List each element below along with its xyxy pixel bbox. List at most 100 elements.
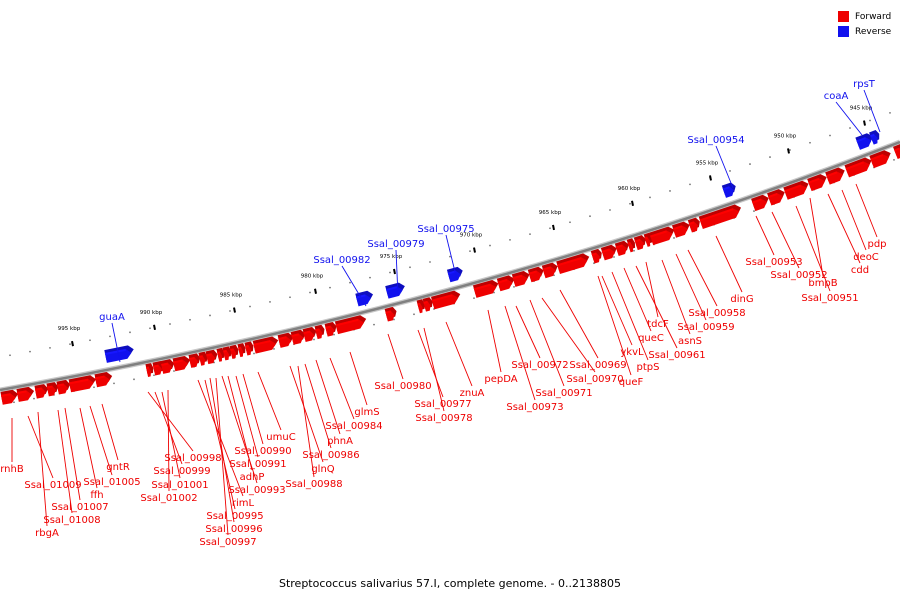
gene-label-ptps-leader	[611, 271, 649, 361]
scale-dot	[389, 271, 391, 274]
gene-block-face	[153, 364, 162, 376]
gene-block-highlight	[161, 362, 169, 366]
reverse-gene-block	[869, 129, 880, 145]
forward-gene-block	[56, 379, 71, 395]
gene-label-rpst: rpsT	[853, 79, 876, 90]
gene-block-highlight	[644, 236, 648, 240]
gene-label-rbga-leader	[37, 411, 48, 527]
gene-block-face	[223, 349, 230, 361]
forward-gene-block	[302, 327, 317, 342]
gene-block-highlight	[473, 283, 491, 291]
gene-label-rpst-leader	[863, 89, 881, 133]
scale-dot	[133, 378, 135, 381]
scale-dot	[449, 255, 451, 258]
gene-block-face	[189, 356, 199, 368]
gene-label-ssal-00977-leader	[417, 329, 444, 398]
gene-block-highlight	[223, 349, 227, 353]
forward-gene-block	[422, 297, 433, 312]
scale-dot	[93, 386, 95, 389]
gene-block-face	[230, 348, 237, 359]
forward-gene-block	[869, 150, 891, 169]
forward-gene-block	[334, 315, 367, 335]
forward-gene-block	[633, 235, 646, 251]
forward-gene-block	[416, 299, 425, 314]
genome-backbone	[0, 139, 900, 393]
gene-label-ssal-00982-leader	[341, 265, 367, 307]
scale-dot	[889, 111, 891, 114]
forward-gene-block	[46, 382, 59, 397]
gene-label-ssal-00995-leader	[204, 379, 236, 510]
gene-label-ding: dinG	[730, 294, 753, 305]
scale-dot	[469, 250, 471, 253]
gene-label-ssal-00997-leader	[215, 377, 229, 536]
forward-gene-block	[649, 226, 675, 246]
scale-tick	[314, 288, 317, 294]
scale-dot	[153, 374, 155, 377]
reverse-gene-block	[855, 133, 874, 150]
gene-label-ssal-00984: Ssal_00984	[325, 421, 382, 432]
gene-block-highlight	[423, 300, 428, 304]
forward-gene-block	[590, 248, 602, 264]
scale-dot	[69, 343, 71, 346]
gene-label-ssal-01002: Ssal_01002	[140, 493, 197, 504]
gene-label-asns-leader	[661, 259, 691, 335]
scale-dot	[569, 221, 571, 224]
gene-label-ssal-00998: Ssal_00998	[164, 453, 221, 464]
scale-dot	[393, 318, 395, 321]
scale-dot	[789, 149, 791, 151]
gene-block-highlight	[601, 248, 610, 253]
scale-dot	[633, 249, 635, 252]
forward-gene-block	[614, 240, 629, 257]
gene-label-ssal-00978-leader	[423, 327, 445, 412]
gene-label-quec: queC	[638, 333, 664, 344]
gene-block-highlight	[34, 387, 42, 391]
gene-label-rnhb: rnhB	[0, 464, 24, 475]
forward-gene-block	[541, 262, 558, 279]
forward-swatch	[838, 11, 849, 22]
legend-reverse-label: Reverse	[855, 26, 892, 37]
gene-label-ssal-00996-leader	[209, 377, 235, 523]
gene-block-highlight	[431, 294, 453, 302]
gene-block-highlight	[650, 230, 667, 238]
forward-gene-block	[767, 189, 785, 206]
gene-label-znua: znuA	[460, 388, 485, 399]
forward-gene-block	[314, 324, 325, 340]
forward-gene-block	[290, 329, 306, 345]
gene-label-znua-leader	[445, 321, 473, 387]
scale-dot	[429, 261, 431, 263]
scale-dot	[749, 163, 751, 165]
gene-label-ssal-00986-leader	[304, 363, 332, 449]
gene-label-ffh-leader	[79, 407, 98, 489]
scale-dot	[169, 323, 171, 325]
gene-block-highlight	[153, 364, 159, 368]
gene-label-ssal-01001: Ssal_01001	[151, 480, 208, 491]
gene-label-ssal-00952: Ssal_00952	[770, 270, 827, 281]
gene-block-highlight	[325, 325, 331, 329]
forward-gene-block	[671, 221, 690, 238]
scale-dot	[253, 352, 255, 355]
gene-block-face	[217, 351, 223, 362]
scale-tick	[473, 247, 476, 253]
forward-gene-block	[222, 346, 232, 361]
gene-label-ssal-00954-leader	[715, 145, 734, 189]
gene-label-quec-leader	[623, 267, 652, 332]
forward-gene-block	[384, 306, 397, 322]
scale-dot	[349, 281, 351, 284]
scale-tick	[71, 340, 74, 347]
gene-block-face	[699, 208, 740, 229]
gene-block-highlight	[291, 333, 299, 338]
gene-block-highlight	[46, 385, 53, 389]
scale-dot	[689, 183, 691, 186]
gene-label-guaa-leader	[111, 322, 121, 363]
scale-label: 995 kbp	[58, 326, 81, 332]
scale-dot	[753, 210, 755, 212]
scale-dot	[673, 237, 675, 239]
gene-label-ssal-00958: Ssal_00958	[688, 308, 745, 319]
gene-label-deoc: deoC	[853, 252, 879, 263]
gene-label-pdp-leader	[855, 183, 878, 238]
forward-gene-block	[160, 359, 175, 374]
gene-label-ssal-01007-leader	[64, 407, 81, 501]
gene-label-ssal-00958-leader	[687, 249, 718, 307]
gene-block-highlight	[856, 137, 866, 143]
scale-dot	[809, 141, 811, 144]
